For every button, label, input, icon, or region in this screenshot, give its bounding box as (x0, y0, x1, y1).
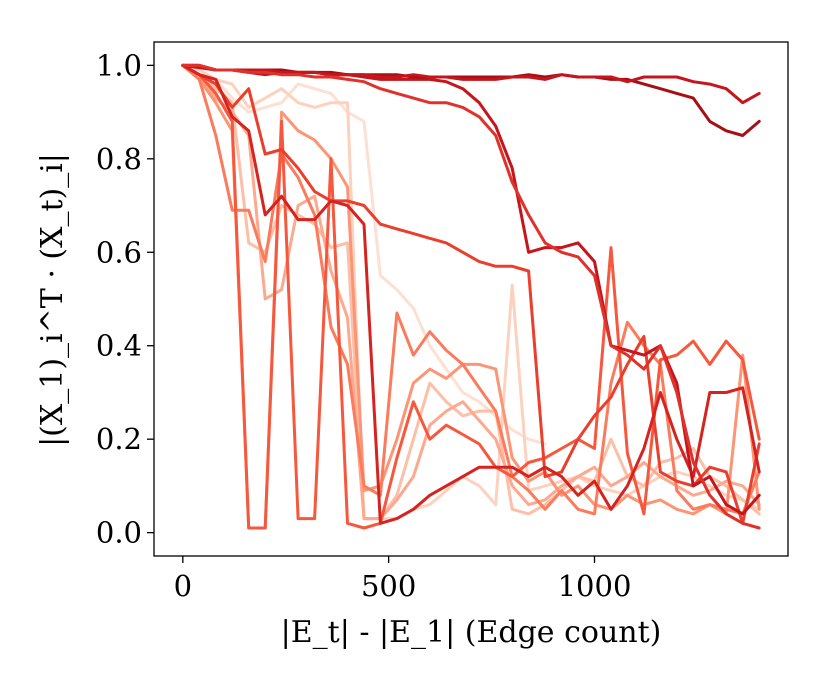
series-line-7 (181, 63, 761, 530)
ticks-layer: 0 500 1000 0.0 0.2 0.4 0.6 0.8 1.0 (96, 48, 632, 603)
x-tick-label: 0 (174, 569, 192, 603)
series-line-8 (181, 63, 761, 525)
y-tick-label: 0.2 (96, 422, 142, 456)
series-layer (181, 63, 761, 530)
plot-frame (153, 41, 789, 557)
series-line-1 (181, 63, 547, 446)
series-line-11 (181, 63, 761, 137)
y-tick-label: 0.0 (96, 516, 142, 550)
x-axis-label: |E_t| - |E_1| (Edge count) (281, 615, 662, 650)
y-tick-label: 0.8 (96, 142, 142, 176)
axes-layer (153, 41, 789, 557)
y-axis-label: |(X_1)_i^T · (X_t)_i| (35, 153, 70, 447)
series-line-9 (181, 63, 761, 525)
series-line-12 (181, 63, 761, 105)
series-line-13 (181, 63, 761, 530)
y-tick-label: 0.4 (96, 329, 142, 363)
y-tick-label: 1.0 (96, 48, 142, 82)
x-tick-label: 1000 (558, 569, 632, 603)
y-tick-label: 0.6 (96, 235, 142, 269)
series-line-4 (181, 63, 761, 521)
x-tick-label: 500 (361, 569, 416, 603)
series-line-2 (181, 63, 761, 521)
